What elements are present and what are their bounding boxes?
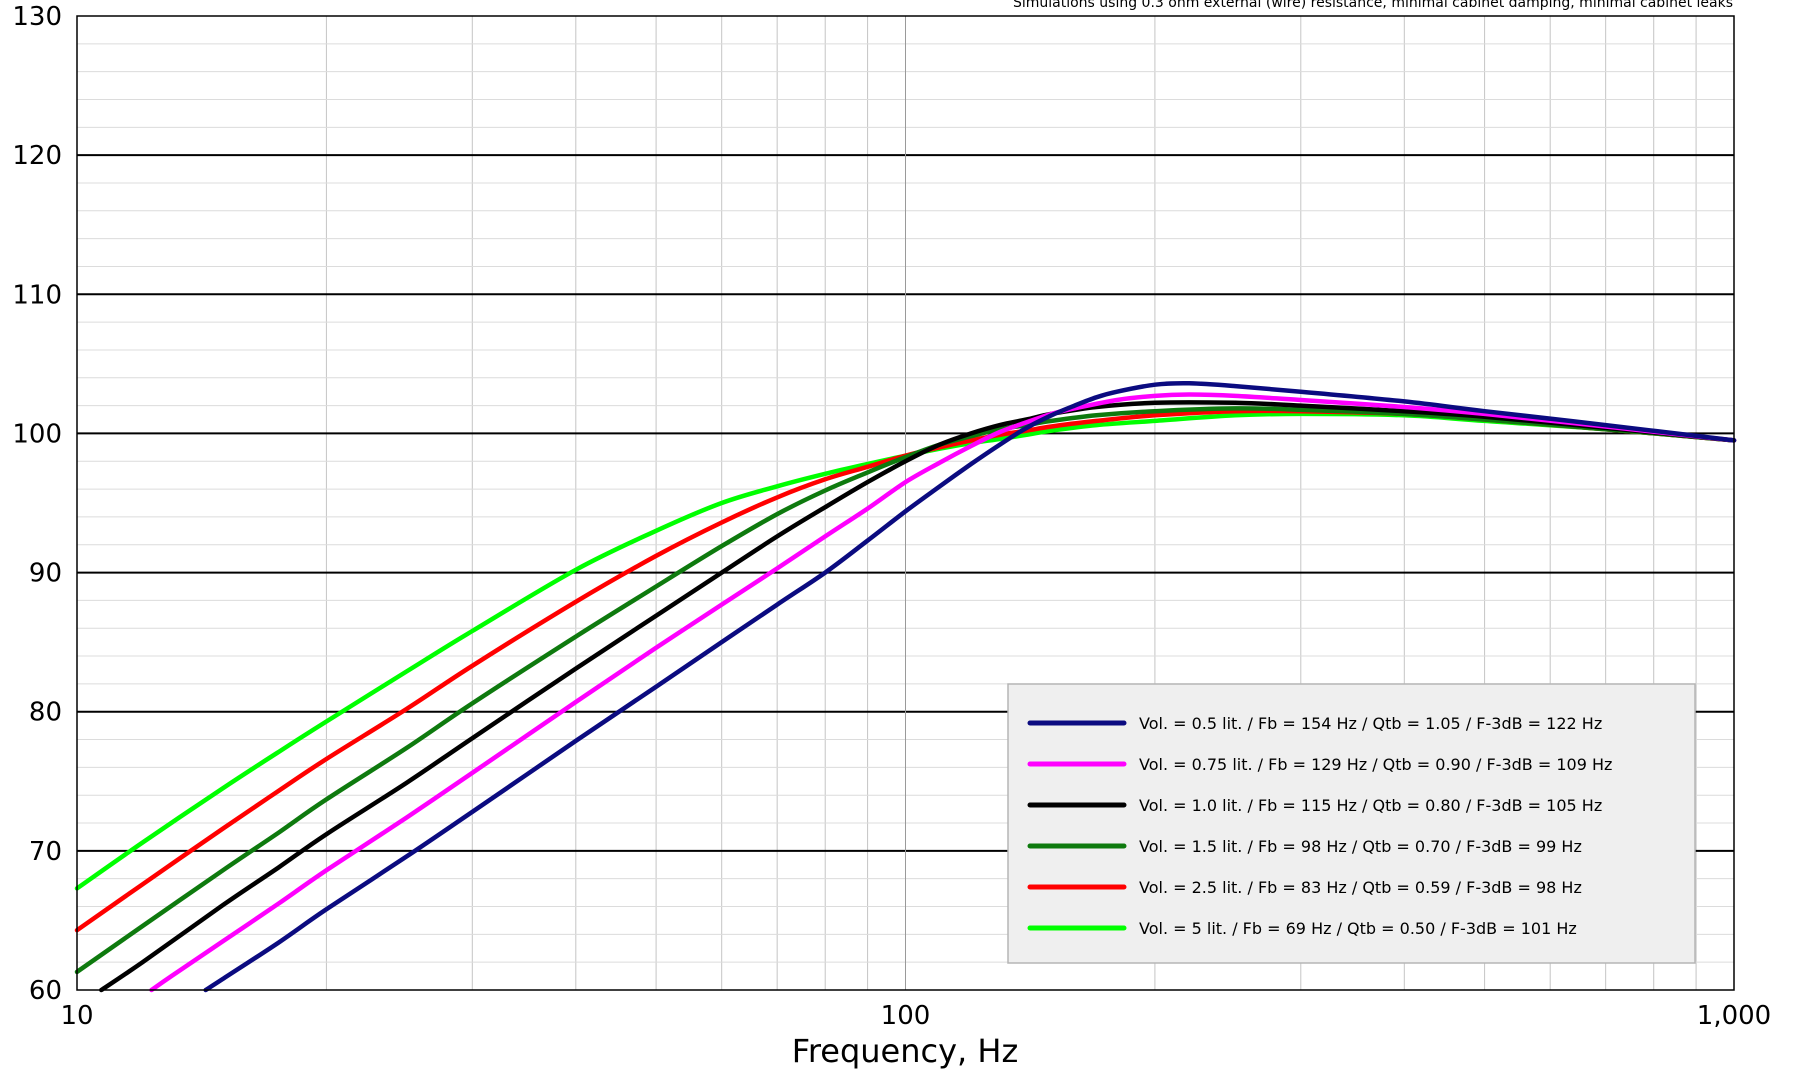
y-tick-label: 70 [29, 837, 62, 867]
legend-label-3: Vol. = 1.0 lit. / Fb = 115 Hz / Qtb = 0.… [1139, 796, 1602, 815]
x-tick-label: 1,000 [1697, 1001, 1771, 1031]
y-tick-label: 80 [29, 698, 62, 728]
series-line-1 [203, 380, 1737, 993]
legend-entries: Vol. = 0.5 lit. / Fb = 154 Hz / Qtb = 1.… [1027, 714, 1612, 938]
x-tick-labels: 10 100 1,000 [60, 1001, 1771, 1031]
legend-label-2: Vol. = 0.75 lit. / Fb = 129 Hz / Qtb = 0… [1139, 755, 1612, 774]
series-line-2 [149, 392, 1737, 993]
legend: Vol. = 0.5 lit. / Fb = 154 Hz / Qtb = 1.… [1007, 683, 1696, 964]
legend-label-1: Vol. = 0.5 lit. / Fb = 154 Hz / Qtb = 1.… [1139, 714, 1602, 733]
series-line-4 [74, 406, 1737, 975]
x-tick-label: 100 [881, 1001, 931, 1031]
y-tick-label: 90 [29, 559, 62, 589]
y-tick-label: 100 [12, 419, 62, 449]
series-lines [74, 380, 1737, 993]
plot-border [76, 15, 1735, 991]
y-tick-label: 60 [29, 976, 62, 1006]
series-line-3 [99, 400, 1737, 993]
y-tick-labels: 60 70 80 90 100 110 120 130 [12, 2, 62, 1006]
legend-box [1007, 683, 1696, 964]
y-tick-label: 110 [12, 280, 62, 310]
chart-note: Simulations using 0.3 ohm external (wire… [1013, 0, 1733, 11]
legend-label-4: Vol. = 1.5 lit. / Fb = 98 Hz / Qtb = 0.7… [1139, 837, 1582, 856]
x-axis-title: Frequency, Hz [792, 1032, 1019, 1070]
legend-label-5: Vol. = 2.5 lit. / Fb = 83 Hz / Qtb = 0.5… [1139, 878, 1582, 897]
y-tick-label: 130 [12, 2, 62, 32]
legend-label-6: Vol. = 5 lit. / Fb = 69 Hz / Qtb = 0.50 … [1139, 919, 1577, 938]
y-tick-label: 120 [12, 141, 62, 171]
x-tick-label: 10 [60, 1001, 93, 1031]
